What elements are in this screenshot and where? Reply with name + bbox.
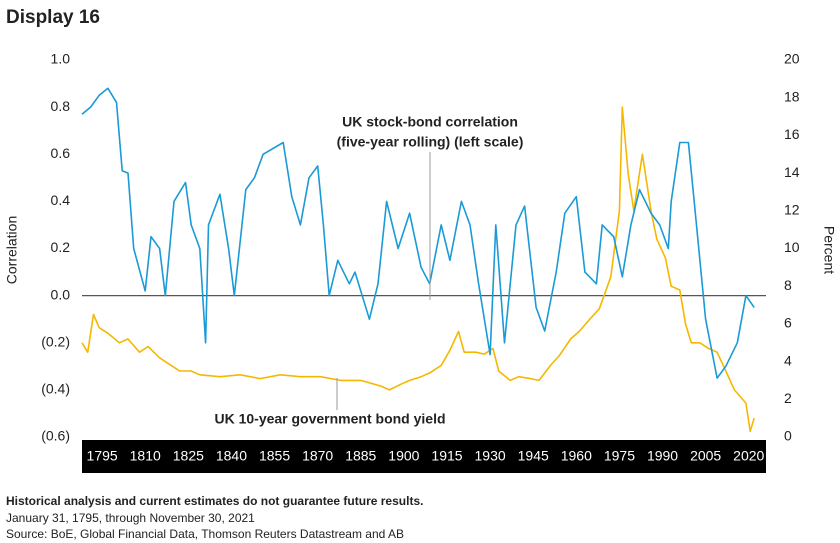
y-tick-label: 1.0 <box>51 51 71 67</box>
y-tick-label: 0.6 <box>51 145 71 161</box>
footnote: Source: BoE, Global Financial Data, Thom… <box>6 527 404 541</box>
y-tick-label: 0.0 <box>51 286 71 302</box>
series-line <box>81 87 755 379</box>
y-tick-label: 0.2 <box>51 239 71 255</box>
y2-tick-label: 0 <box>784 428 792 444</box>
y-tick-label: (0.4) <box>41 381 70 397</box>
x-tick-label: 1960 <box>561 448 592 464</box>
x-axis-band <box>82 440 766 473</box>
y2-tick-label: 12 <box>784 202 800 218</box>
y2-tick-label: 10 <box>784 239 800 255</box>
y2-tick-label: 8 <box>784 277 792 293</box>
y-tick-label: (0.2) <box>41 333 70 349</box>
x-tick-label: 1840 <box>216 448 247 464</box>
footnote: Historical analysis and current estimate… <box>6 494 423 508</box>
y-tick-label: 0.8 <box>51 98 71 114</box>
plot-area <box>81 87 766 433</box>
x-tick-label: 1975 <box>604 448 635 464</box>
y-axis-label: Correlation <box>4 216 20 284</box>
y2-tick-label: 18 <box>784 88 800 104</box>
y2-tick-label: 20 <box>784 51 800 67</box>
x-tick-label: 1855 <box>259 448 290 464</box>
x-tick-label: 2005 <box>690 448 721 464</box>
y2-tick-label: 16 <box>784 126 800 142</box>
y2-tick-label: 14 <box>784 164 800 180</box>
annotation: UK stock-bond correlation <box>342 114 518 130</box>
x-tick-label: 2020 <box>733 448 764 464</box>
x-tick-label: 1795 <box>87 448 118 464</box>
x-tick-label: 1825 <box>173 448 204 464</box>
x-tick-label: 1810 <box>130 448 161 464</box>
x-tick-label: 1990 <box>647 448 678 464</box>
x-tick-label: 1885 <box>345 448 376 464</box>
y-tick-label: (0.6) <box>41 428 70 444</box>
series-line <box>81 106 755 433</box>
x-tick-label: 1930 <box>475 448 506 464</box>
y2-tick-label: 6 <box>784 315 792 331</box>
y-tick-label: 0.4 <box>51 192 71 208</box>
y2-tick-label: 2 <box>784 390 792 406</box>
annotation: UK 10-year government bond yield <box>214 411 445 427</box>
footnote: January 31, 1795, through November 30, 2… <box>6 511 255 525</box>
x-tick-label: 1915 <box>431 448 462 464</box>
y2-axis-label: Percent <box>821 226 837 274</box>
x-tick-label: 1870 <box>302 448 333 464</box>
x-tick-label: 1900 <box>388 448 419 464</box>
annotation: (five-year rolling) (left scale) <box>337 134 524 150</box>
chart-title: Display 16 <box>6 7 100 28</box>
y2-tick-label: 4 <box>784 352 792 368</box>
x-tick-label: 1945 <box>518 448 549 464</box>
